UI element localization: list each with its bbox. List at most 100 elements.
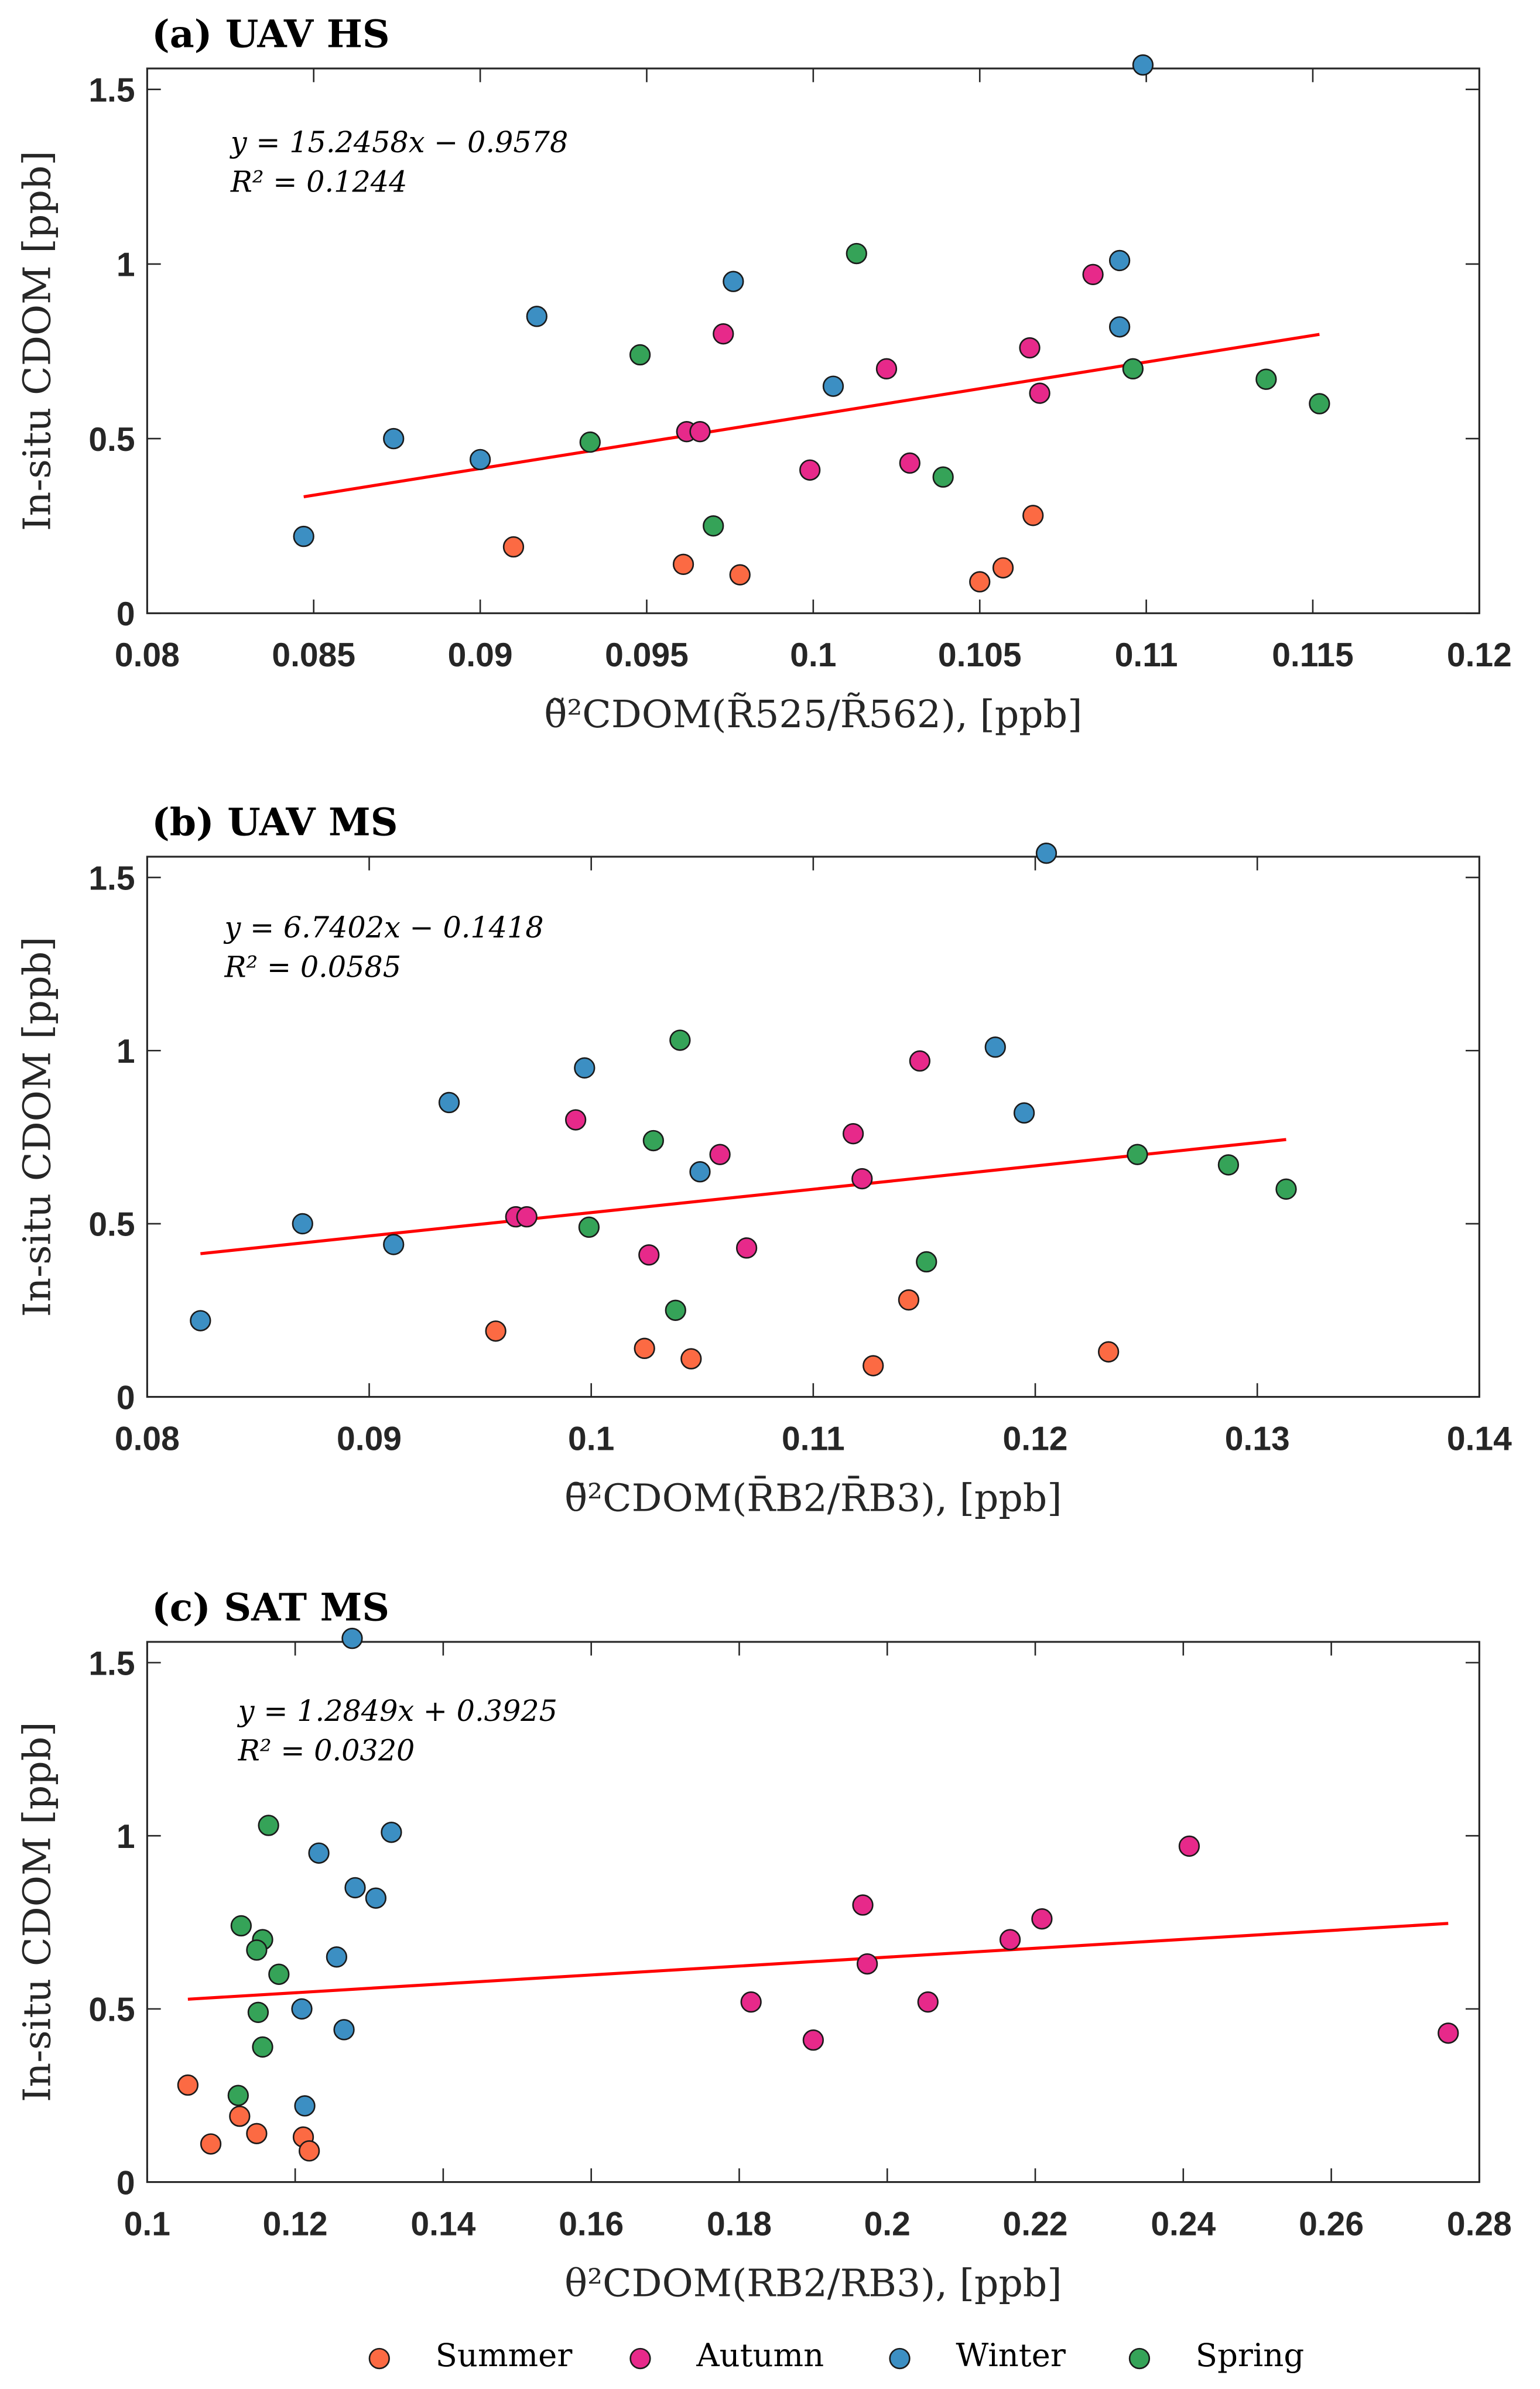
point-spring	[916, 1251, 937, 1273]
point-winter	[383, 1234, 405, 1255]
plot-area	[146, 855, 1480, 1398]
r-squared: R² = 0.0585	[224, 950, 401, 984]
fit-line	[303, 333, 1320, 498]
point-autumn	[709, 1144, 731, 1165]
panel-title: (b) UAV MS	[152, 800, 398, 845]
point-winter	[365, 1887, 387, 1909]
x-tick-label: 0.11	[1115, 636, 1178, 674]
point-autumn	[713, 323, 734, 345]
x-tick-label: 0.2	[864, 2205, 911, 2243]
x-tick-label: 0.12	[1003, 1421, 1068, 1458]
point-summer	[992, 557, 1014, 579]
y-axis-label: In-situ CDOM [ppb]	[16, 936, 60, 1317]
y-tick-label: 1	[117, 1818, 135, 1856]
panel-1: 0.08 0.09 0.1 0.11 0.12 0.13 0.14 0 0.5 1 1.5 (b) U…	[16, 800, 1512, 1521]
fit-line	[187, 1922, 1449, 2001]
point-spring	[642, 1130, 664, 1152]
x-tick-label: 0.16	[559, 2205, 624, 2243]
y-tick-label: 0	[117, 1379, 135, 1416]
point-winter	[469, 449, 491, 471]
point-winter	[190, 1310, 211, 1332]
point-autumn	[852, 1894, 874, 1916]
point-autumn	[735, 1237, 758, 1259]
point-spring	[578, 1216, 600, 1238]
x-tick-label: 0.26	[1299, 2205, 1364, 2243]
point-summer	[634, 1337, 655, 1360]
legend-marker-autumn	[629, 2347, 651, 2370]
point-autumn	[689, 420, 711, 443]
point-winter	[526, 306, 547, 327]
point-autumn	[516, 1206, 538, 1228]
regression-equation: y = 6.7402x − 0.1418	[223, 911, 543, 944]
point-summer	[1098, 1341, 1120, 1363]
x-tick-label: 0.1	[568, 1421, 614, 1458]
point-autumn	[799, 459, 821, 481]
point-autumn	[875, 358, 898, 380]
y-axis-label: In-situ CDOM [ppb]	[16, 150, 60, 531]
point-autumn	[740, 1991, 762, 2013]
point-summer	[969, 571, 991, 593]
point-summer	[177, 2074, 199, 2096]
x-tick-label: 0.14	[410, 2205, 475, 2243]
plot-area	[146, 67, 1480, 614]
point-spring	[1309, 393, 1330, 415]
point-winter	[344, 1877, 366, 1899]
point-summer	[246, 2123, 268, 2144]
point-autumn	[842, 1122, 864, 1145]
point-winter	[574, 1057, 596, 1079]
point-spring	[579, 431, 601, 453]
y-tick-label: 1	[117, 247, 135, 284]
point-spring	[669, 1029, 691, 1051]
point-winter	[341, 1627, 363, 1649]
panel-2: 0.1 0.12 0.14 0.16 0.18 0.2 0.22 0.24 0.26 0.28 0 0…	[16, 1586, 1512, 2306]
point-autumn	[1178, 1835, 1200, 1857]
legend-label-winter: Winter	[956, 2336, 1066, 2374]
point-autumn	[851, 1168, 873, 1190]
point-winter	[383, 427, 405, 450]
point-winter	[308, 1842, 330, 1864]
plot-area	[146, 1641, 1480, 2183]
point-summer	[298, 2140, 320, 2162]
regression-equation: y = 1.2849x + 0.3925	[237, 1694, 557, 1728]
point-spring	[932, 466, 954, 488]
y-tick-label: 1.5	[88, 71, 135, 109]
point-winter	[1132, 54, 1154, 76]
point-spring	[1122, 358, 1144, 380]
x-tick-label: 0.14	[1447, 1421, 1512, 1458]
point-autumn	[999, 1929, 1021, 1950]
x-tick-label: 0.09	[448, 636, 513, 674]
point-autumn	[564, 1109, 587, 1131]
x-axis-label: θ̃²CDOM(R̃525/R̃562), [ppb]	[544, 692, 1082, 737]
y-tick-label: 0	[117, 595, 135, 633]
point-winter	[438, 1091, 460, 1114]
point-winter	[1108, 249, 1131, 272]
legend-label-summer: Summer	[436, 2336, 573, 2374]
x-tick-label: 0.18	[707, 2205, 772, 2243]
y-tick-label: 0.5	[88, 1991, 135, 2029]
r-squared: R² = 0.1244	[230, 165, 408, 198]
point-winter	[1035, 842, 1058, 864]
x-tick-label: 0.12	[263, 2205, 328, 2243]
point-autumn	[856, 1953, 878, 1975]
legend-label-spring: Spring	[1196, 2336, 1304, 2374]
point-spring	[258, 1815, 279, 1836]
point-autumn	[917, 1991, 939, 2013]
x-tick-label: 0.08	[115, 636, 180, 674]
y-tick-label: 1.5	[88, 1645, 135, 1682]
point-autumn	[909, 1050, 930, 1072]
point-winter	[689, 1161, 711, 1183]
point-spring	[846, 242, 867, 265]
point-spring	[268, 1963, 290, 1985]
point-winter	[292, 1213, 313, 1235]
point-summer	[200, 2133, 222, 2155]
point-summer	[485, 1320, 507, 1342]
point-autumn	[1438, 2022, 1459, 2044]
fit-line	[200, 1138, 1286, 1255]
point-winter	[291, 1998, 313, 2020]
point-summer	[229, 2106, 251, 2127]
legend: Summer Autumn Winter Spring	[368, 2336, 1304, 2374]
point-summer	[502, 536, 525, 558]
x-tick-label: 0.11	[782, 1421, 845, 1458]
point-spring	[247, 2001, 269, 2023]
